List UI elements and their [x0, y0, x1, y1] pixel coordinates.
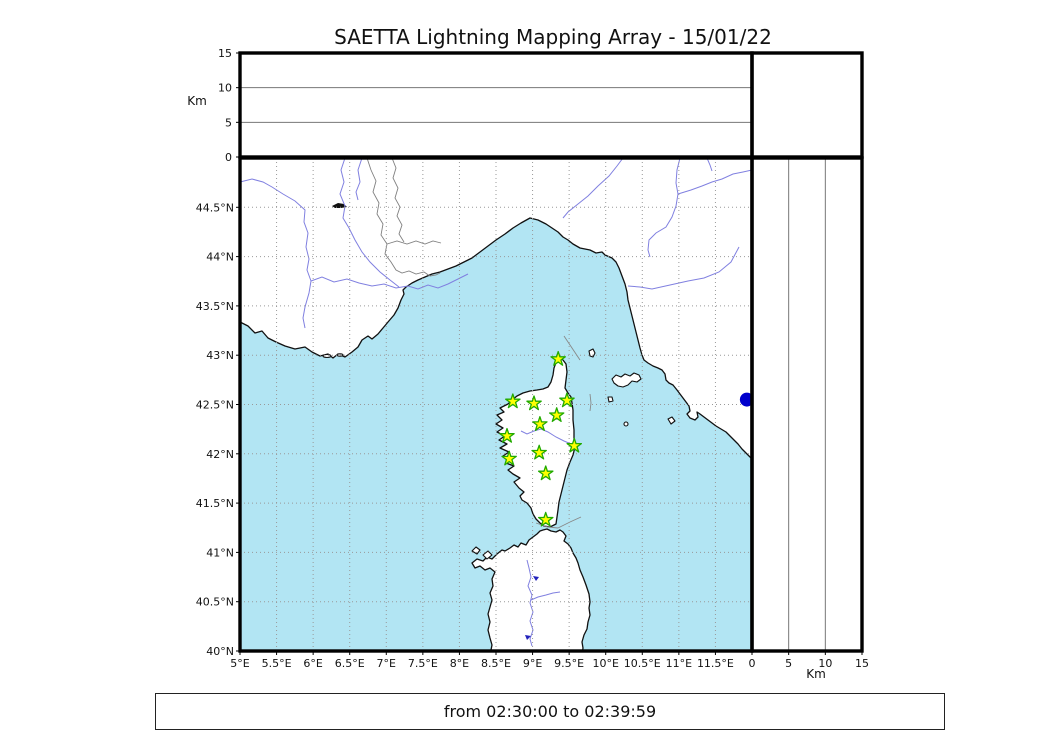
- lon-tick-label: 9°E: [523, 657, 542, 670]
- alt-tick-label-top: 0: [225, 151, 232, 164]
- lon-tick-label: 6.5°E: [335, 657, 365, 670]
- lat-tick-label: 42°N: [206, 448, 234, 461]
- lon-tick-label: 10°E: [592, 657, 618, 670]
- lat-tick-label: 44.5°N: [196, 201, 234, 214]
- axis-tick-labels: 5°E 5.5°E 6°E 6.5°E 7°E 7.5°E 8°E 8.5°E 9°E 9.5°E…: [196, 47, 869, 670]
- lon-tick-label: 5.5°E: [262, 657, 292, 670]
- island-elba: [611, 372, 642, 388]
- alt-tick-label-right: 0: [749, 657, 756, 670]
- map-gridlines: [240, 158, 752, 651]
- page-title: SAETTA Lightning Mapping Array - 15/01/2…: [334, 25, 772, 49]
- lat-tick-label: 41°N: [206, 546, 234, 559]
- island-pianosa: [607, 396, 614, 403]
- rivers: [240, 158, 752, 647]
- station-marker: [532, 416, 548, 431]
- country-borders: [366, 158, 442, 277]
- station-markers: [499, 350, 752, 527]
- altitude-panel-right: [752, 158, 862, 651]
- station-marker: [566, 437, 583, 453]
- annotation-lines: [535, 335, 592, 529]
- station-marker: [537, 465, 554, 481]
- event-dot: [739, 392, 752, 407]
- station-marker: [526, 395, 542, 411]
- axis-ticks: [236, 52, 863, 655]
- coastline-mainland: [240, 158, 752, 460]
- island-montecristo: [623, 421, 629, 427]
- island-asinara: [471, 546, 481, 555]
- altitude-panel-top: [240, 53, 752, 157]
- station-marker: [548, 407, 565, 423]
- station-marker: [537, 511, 554, 527]
- alt-tick-label-right: 5: [785, 657, 792, 670]
- lat-tick-label: 40.5°N: [196, 596, 234, 609]
- lon-tick-label: 5°E: [230, 657, 249, 670]
- map-panel: [240, 158, 752, 651]
- islands: [322, 348, 676, 560]
- station-marker: [505, 393, 521, 409]
- lon-tick-label: 11.5°E: [697, 657, 734, 670]
- time-range-text: from 02:30:00 to 02:39:59: [443, 702, 657, 721]
- time-range-box: from 02:30:00 to 02:39:59: [155, 693, 945, 730]
- lon-tick-label: 6°E: [303, 657, 322, 670]
- lake-serre-poncon: [332, 203, 347, 208]
- top-panel-gridlines: [240, 87, 752, 123]
- lon-tick-label: 11°E: [666, 657, 692, 670]
- lat-tick-label: 44°N: [206, 251, 234, 264]
- lon-tick-label: 10.5°E: [624, 657, 661, 670]
- lat-tick-label: 41.5°N: [196, 497, 234, 510]
- lon-tick-label: 8.5°E: [481, 657, 511, 670]
- lon-tick-label: 7.5°E: [408, 657, 438, 670]
- lon-tick-label: 8°E: [450, 657, 469, 670]
- station-marker: [531, 444, 547, 460]
- station-marker: [559, 392, 575, 408]
- island-asinara-2: [482, 550, 493, 560]
- km-axis-label-top: Km: [187, 94, 207, 108]
- alt-tick-label-right: 15: [855, 657, 869, 670]
- alt-tick-label-top: 10: [218, 82, 232, 95]
- lon-tick-label: 7°E: [377, 657, 396, 670]
- km-axis-label-right: Km: [806, 667, 826, 681]
- alt-tick-label-right: 10: [818, 657, 832, 670]
- station-marker: [499, 427, 515, 443]
- right-panel-gridlines: [788, 158, 826, 651]
- lat-tick-label: 40°N: [206, 645, 234, 658]
- station-marker: [501, 450, 517, 466]
- alt-tick-label-top: 15: [218, 47, 232, 60]
- island-capraia: [588, 348, 596, 358]
- lat-tick-label: 43.5°N: [196, 300, 234, 313]
- alt-tick-label-top: 5: [225, 116, 232, 129]
- corner-box: [752, 53, 862, 157]
- reservoirs: [525, 576, 539, 640]
- station-marker: [550, 350, 566, 366]
- lat-tick-label: 42.5°N: [196, 399, 234, 412]
- lat-tick-label: 43°N: [206, 349, 234, 362]
- island-giglio: [667, 416, 676, 425]
- lon-tick-label: 9.5°E: [554, 657, 584, 670]
